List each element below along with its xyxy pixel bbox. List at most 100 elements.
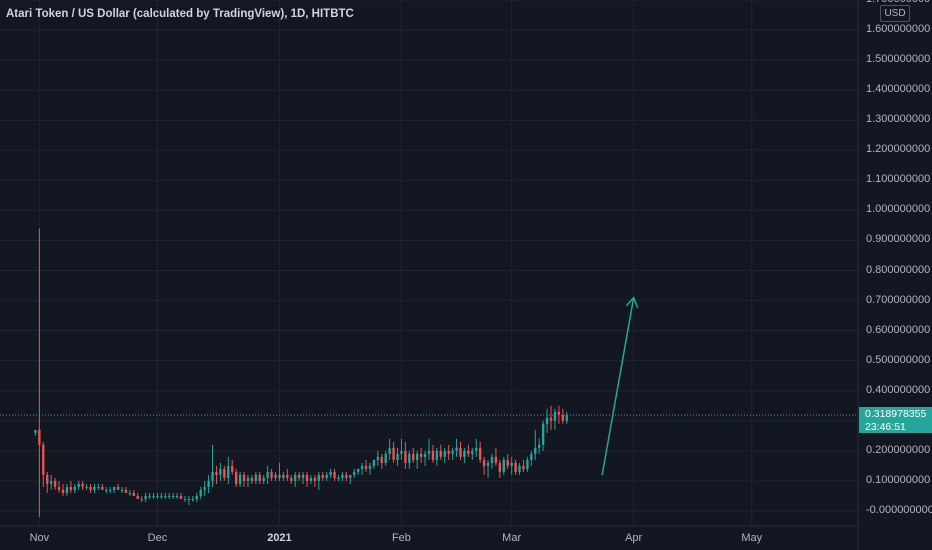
candle-body xyxy=(223,468,226,478)
candle xyxy=(262,474,265,484)
price-tick-label: 0.900000000 xyxy=(866,233,931,246)
currency-badge[interactable]: USD xyxy=(880,5,910,22)
candle xyxy=(219,462,222,481)
price-tick-label: 0.700000000 xyxy=(866,293,931,306)
candle xyxy=(447,444,450,460)
candle-body xyxy=(368,465,372,469)
candle xyxy=(561,408,564,424)
candle xyxy=(486,459,490,478)
candle-body xyxy=(557,411,561,415)
candle xyxy=(250,474,254,484)
candle xyxy=(105,486,108,493)
candle xyxy=(156,492,159,499)
candle-body xyxy=(565,415,568,421)
candle-body xyxy=(305,474,309,481)
candle-body xyxy=(510,462,513,466)
candle xyxy=(152,492,155,499)
candle xyxy=(368,462,372,475)
candle-body xyxy=(266,471,269,478)
candle xyxy=(522,459,525,472)
candle xyxy=(93,483,96,493)
candle-body xyxy=(333,471,336,478)
candle xyxy=(81,480,84,490)
candle-body xyxy=(231,465,234,472)
candle xyxy=(136,492,139,499)
candle-body xyxy=(412,453,415,460)
candle xyxy=(89,483,92,493)
candle xyxy=(412,447,415,463)
annotation-arrow xyxy=(601,296,639,476)
candle xyxy=(353,468,356,478)
candle xyxy=(112,486,116,493)
candle-body xyxy=(455,447,458,451)
candle xyxy=(400,438,403,460)
candle xyxy=(423,450,427,466)
candle xyxy=(144,492,147,502)
candle-body xyxy=(183,498,187,500)
candle-body xyxy=(435,450,439,460)
candle-body xyxy=(207,480,210,487)
candle xyxy=(498,459,502,478)
candle-body xyxy=(250,477,254,481)
candle-body xyxy=(518,465,521,472)
candle-body xyxy=(388,447,391,454)
candle-body xyxy=(105,489,108,491)
candle-body xyxy=(514,462,517,472)
candle-body xyxy=(195,495,198,499)
candle-body xyxy=(317,474,320,481)
candle-body xyxy=(475,447,478,451)
candle xyxy=(439,444,442,460)
candle xyxy=(541,420,545,451)
candle xyxy=(297,471,301,481)
candle xyxy=(451,447,454,460)
candle xyxy=(211,444,214,487)
candle xyxy=(372,459,376,469)
price-tick-label: 1.000000000 xyxy=(866,203,931,216)
candle-body xyxy=(427,450,431,454)
candle-body xyxy=(93,486,96,490)
candle xyxy=(309,474,313,484)
candle xyxy=(341,471,344,481)
candle-body xyxy=(380,456,383,463)
candle xyxy=(191,495,195,502)
candle-body xyxy=(57,486,61,490)
candle-body xyxy=(53,480,57,487)
candle xyxy=(199,486,202,499)
candle-body xyxy=(34,429,37,433)
candle xyxy=(478,441,482,463)
candle-body xyxy=(234,471,238,484)
candle-body xyxy=(199,489,202,496)
candle xyxy=(467,444,470,457)
candle-body xyxy=(549,417,553,421)
candle-body xyxy=(356,468,360,472)
last-price-label: 0.318978355 23:46:51 xyxy=(859,407,932,434)
price-tick-label: 1.600000000 xyxy=(866,23,931,36)
candle xyxy=(565,411,568,424)
time-tick-label: May xyxy=(741,532,763,544)
candle xyxy=(356,468,360,475)
candle xyxy=(73,483,76,493)
candle xyxy=(254,471,258,484)
candle-body xyxy=(526,459,529,469)
candle xyxy=(148,492,151,499)
candle-body xyxy=(270,471,273,478)
candle-body xyxy=(471,450,474,454)
candle-body xyxy=(439,450,442,457)
price-tick-label: 1.100000000 xyxy=(866,173,931,186)
candle xyxy=(53,477,57,490)
candle-body xyxy=(42,444,45,475)
candle xyxy=(534,429,537,460)
candle xyxy=(545,408,549,433)
candle xyxy=(490,453,494,469)
candle xyxy=(46,471,49,493)
price-tick-label: -0.000000000 xyxy=(866,503,932,516)
time-tick-label: Dec xyxy=(147,532,168,544)
candle-body xyxy=(258,474,261,481)
candle xyxy=(140,495,143,502)
candle-body xyxy=(364,465,368,469)
candle xyxy=(38,228,41,517)
candle xyxy=(321,471,324,481)
candle-body xyxy=(120,489,124,491)
candlestick-series xyxy=(34,228,568,517)
